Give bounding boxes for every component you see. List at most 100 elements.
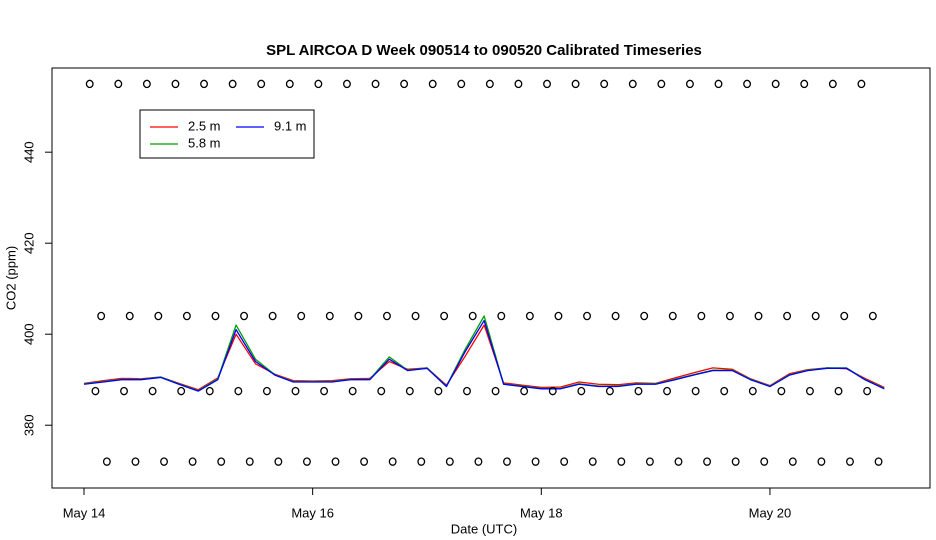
calibration-point xyxy=(497,311,506,321)
calibration-point xyxy=(783,311,792,321)
calibration-point xyxy=(560,457,569,466)
calibration-point xyxy=(543,79,551,89)
y-tick-label: 400 xyxy=(21,323,36,345)
calibration-point xyxy=(834,386,843,396)
calibration-point xyxy=(846,457,854,466)
calibration-point xyxy=(325,311,334,321)
calibration-point xyxy=(874,457,883,466)
calibration-point xyxy=(125,311,134,321)
calibration-point xyxy=(548,386,557,396)
calibration-point xyxy=(714,79,723,89)
calibration-point xyxy=(200,79,208,89)
x-tick-label: May 14 xyxy=(63,505,106,520)
calibration-point xyxy=(463,386,471,396)
calibration-point xyxy=(691,386,700,396)
calibration-point xyxy=(331,457,340,466)
calibration-point xyxy=(868,311,877,321)
calibration-point xyxy=(468,311,477,321)
calibration-point xyxy=(262,386,271,396)
calibration-point xyxy=(725,311,734,321)
calibration-point xyxy=(274,457,283,466)
calibration-point xyxy=(485,79,494,89)
calibration-point xyxy=(583,311,591,321)
calibration-point xyxy=(154,311,163,321)
calibration-point xyxy=(811,311,820,321)
calibration-point xyxy=(611,311,620,321)
calibration-point xyxy=(554,311,563,321)
calibration-point xyxy=(863,386,872,396)
calibration-point xyxy=(645,457,654,466)
x-axis-label: Date (UTC) xyxy=(451,521,517,536)
calibration-point xyxy=(720,386,729,396)
calibration-point xyxy=(245,457,254,466)
calibration-point xyxy=(514,79,523,89)
calibration-point xyxy=(354,311,363,321)
calibration-point xyxy=(525,311,534,321)
calibration-point xyxy=(771,79,780,89)
calibration-point xyxy=(217,457,226,466)
calibration-point xyxy=(588,457,597,466)
legend-label: 9.1 m xyxy=(274,118,307,133)
legend-box xyxy=(139,109,315,159)
calibration-point xyxy=(417,457,426,466)
x-tick-label: May 16 xyxy=(291,505,334,520)
calibration-point xyxy=(600,79,609,89)
legend-label: 5.8 m xyxy=(188,135,221,150)
calibration-point xyxy=(474,457,483,466)
calibration-point xyxy=(383,311,391,321)
calibration-point xyxy=(777,386,786,396)
calibration-point xyxy=(343,79,351,89)
calibration-point xyxy=(234,386,243,396)
calibration-point xyxy=(634,386,643,396)
calibration-point xyxy=(142,79,151,89)
calibration-point xyxy=(131,457,140,466)
calibration-point xyxy=(840,311,849,321)
calibration-point xyxy=(182,311,191,321)
calibration-point xyxy=(102,457,111,466)
calibration-point xyxy=(491,386,500,396)
calibration-point xyxy=(628,79,637,89)
calibration-point xyxy=(754,311,763,321)
calibration-point xyxy=(577,386,586,396)
calibration-point xyxy=(360,457,369,466)
calibration-point xyxy=(405,386,414,396)
calibration-point xyxy=(640,311,649,321)
calibration-point xyxy=(388,457,397,466)
calibration-point xyxy=(434,386,443,396)
calibration-point xyxy=(257,79,266,89)
calibration-point xyxy=(663,386,672,396)
calibration-point xyxy=(743,79,752,89)
calibration-point xyxy=(371,79,380,89)
calibration-point xyxy=(674,457,683,466)
calibration-point xyxy=(177,386,186,396)
calibration-point xyxy=(806,386,814,396)
y-tick-label: 380 xyxy=(21,414,36,436)
calibration-point xyxy=(788,457,797,466)
y-tick-label: 420 xyxy=(21,232,36,254)
calibration-point xyxy=(668,311,677,321)
calibration-point xyxy=(760,457,769,466)
calibration-point xyxy=(400,79,409,89)
calibration-point xyxy=(240,311,249,321)
calibration-point xyxy=(85,79,94,89)
calibration-point xyxy=(211,311,220,321)
calibration-point xyxy=(302,457,311,466)
x-tick-label: May 20 xyxy=(749,505,792,520)
calibration-point xyxy=(731,457,740,466)
calibration-point xyxy=(828,79,837,89)
calibration-point xyxy=(320,386,329,396)
calibration-point xyxy=(291,386,300,396)
calibration-point xyxy=(160,457,168,466)
calibration-point xyxy=(97,311,106,321)
calibration-point xyxy=(817,457,826,466)
plot-frame xyxy=(51,67,931,489)
calibration-point xyxy=(228,79,237,89)
calibration-point xyxy=(91,386,100,396)
calibration-point xyxy=(148,386,157,396)
calibration-point xyxy=(114,79,123,89)
x-tick-label: May 18 xyxy=(520,505,563,520)
calibration-point xyxy=(703,457,712,466)
calibration-point xyxy=(268,311,277,321)
